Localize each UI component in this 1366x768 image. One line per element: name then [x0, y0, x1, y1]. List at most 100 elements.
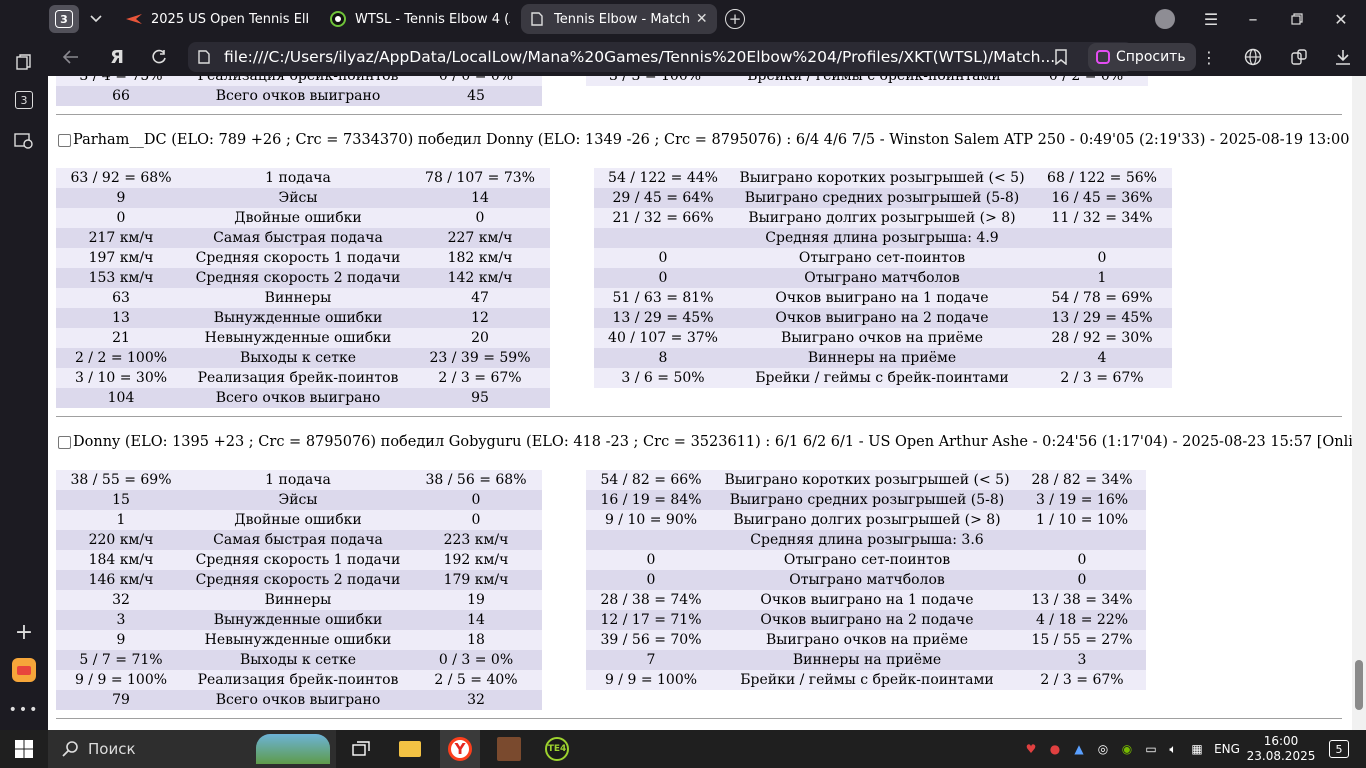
tab-us-open[interactable]: 2025 US Open Tennis Elbo [118, 4, 316, 34]
tab-count-button[interactable]: 3 [49, 5, 79, 33]
restore-icon[interactable] [1284, 5, 1310, 33]
notifications-icon[interactable]: 5 [1324, 730, 1354, 768]
collections-icon[interactable] [12, 50, 36, 74]
clock[interactable]: 16:00 23.08.2025 [1247, 730, 1316, 768]
globe-icon[interactable] [1242, 46, 1264, 68]
table-cell: 54 / 78 = 69% [1032, 288, 1172, 308]
profile-avatar[interactable] [1152, 5, 1178, 33]
table-row: 39 / 56 = 70% Выиграно очков на приёме 15 … [586, 630, 1146, 650]
table-cell: 13 / 29 = 45% [594, 308, 732, 328]
clock-date: 23.08.2025 [1246, 749, 1316, 763]
match-checkbox[interactable] [58, 435, 71, 449]
table-row: 0 Отыграно сет-поинтов 0 [586, 550, 1146, 570]
table-cell: 0 [410, 510, 542, 530]
yandex-browser-icon[interactable]: Y [440, 730, 480, 768]
close-icon[interactable]: ✕ [695, 11, 708, 27]
ask-label: Спросить [1116, 49, 1186, 65]
add-panel-icon[interactable]: + [14, 619, 34, 645]
antivirus-icon[interactable]: ♥ [1025, 742, 1037, 756]
search-placeholder: Поиск [88, 740, 136, 758]
reload-icon[interactable] [148, 46, 170, 68]
table-cell: 0 [594, 268, 732, 288]
network-icon[interactable]: ▦ [1191, 742, 1203, 756]
tab-list-chevron-icon[interactable] [83, 5, 109, 33]
table-row: 184 км/ч Средняя скорость 1 подачи 192 км/… [56, 550, 542, 570]
table-cell: Очков выиграно на 2 подаче [732, 308, 1032, 328]
address-bar[interactable]: file:///C:/Users/ilyaz/AppData/LocalLow/… [188, 42, 1133, 72]
scrollbar-thumb[interactable] [1355, 660, 1363, 710]
table-cell: 0 / 3 = 0% [410, 650, 542, 670]
table-cell: Двойные ошибки [186, 208, 410, 228]
new-tab-button[interactable]: + [722, 5, 748, 33]
table-cell: 13 [56, 308, 186, 328]
download-icon[interactable] [1332, 46, 1354, 68]
tab-match-log[interactable]: Tennis Elbow - Match Lo ✕ [521, 4, 717, 34]
scrollbar[interactable] [1352, 76, 1366, 730]
table-cell: 38 / 56 = 68% [410, 470, 542, 490]
app-tray-icon[interactable]: ▲ [1074, 742, 1084, 756]
table-row: 40 / 107 = 37% Выиграно очков на приёме 28… [594, 328, 1172, 348]
table-cell: 2 / 5 = 40% [410, 670, 542, 690]
match-title: Donny (ELO: 1395 +23 ; Crc = 8795076) по… [73, 434, 1352, 450]
partial-serve-table: 3 / 4 = 75% Реализация брейк-поинтов 0 /… [56, 76, 542, 106]
table-cell: 182 км/ч [410, 248, 550, 268]
nvidia-icon[interactable]: ◉ [1121, 742, 1133, 756]
mail-app-icon[interactable] [12, 658, 36, 682]
table-cell: 227 км/ч [410, 228, 550, 248]
tennis-elbow-app-icon[interactable]: TE4 [540, 730, 574, 768]
table-row: 13 Вынужденные ошибки 12 [56, 308, 550, 328]
table-cell: 40 / 107 = 37% [594, 328, 732, 348]
kebab-menu-icon[interactable]: ⋮ [1201, 47, 1217, 67]
bookmark-icon[interactable] [1050, 46, 1072, 68]
language-indicator[interactable]: ENG [1214, 742, 1240, 756]
close-window-icon[interactable]: ✕ [1334, 9, 1348, 29]
table-cell: 9 / 10 = 90% [586, 510, 716, 530]
table-cell [1032, 228, 1172, 248]
battery-icon[interactable]: ▭ [1145, 742, 1157, 756]
table-cell: Выиграно коротких розыгрышей (< 5) [716, 470, 1018, 490]
table-row: 16 / 19 = 84% Выиграно средних розыгрышей… [586, 490, 1146, 510]
serve-stats-table: 38 / 55 = 69% 1 подача 38 / 56 = 68% 15 Эйсы… [56, 470, 542, 710]
table-row: 9 / 9 = 100% Реализация брейк-поинтов 2 / … [56, 670, 542, 690]
match-checkbox[interactable] [58, 133, 71, 147]
windows-start-icon[interactable] [10, 730, 38, 768]
recording-icon[interactable]: ● [1049, 742, 1061, 756]
table-row: 9 / 9 = 100% Брейки / геймы с брейк-поинт… [586, 670, 1146, 690]
extensions-icon[interactable] [1288, 46, 1310, 68]
tab-title: 2025 US Open Tennis Elbo [151, 11, 308, 27]
task-view-icon[interactable] [346, 730, 376, 768]
file-explorer-icon[interactable] [394, 730, 426, 768]
speaker-icon[interactable]: 🔈︎ [1169, 741, 1177, 756]
back-arrow-icon[interactable] [60, 46, 82, 68]
table-cell: Эйсы [186, 188, 410, 208]
table-row: 3 / 4 = 75% Реализация брейк-поинтов 0 /… [56, 76, 542, 86]
table-cell: 146 км/ч [56, 570, 186, 590]
steam-icon[interactable]: ◎ [1097, 742, 1109, 756]
table-cell: 32 [410, 690, 542, 710]
yandex-logo-icon[interactable]: Я [110, 46, 124, 68]
table-cell: 179 км/ч [410, 570, 542, 590]
table-cell: 197 км/ч [56, 248, 186, 268]
partial-rally-table: 3 / 3 = 100% Брейки / геймы с брейк-поин… [586, 76, 1148, 86]
table-row: 21 Невынужденные ошибки 20 [56, 328, 550, 348]
taskbar-search[interactable]: Поиск [48, 730, 336, 768]
avatar-icon [1155, 9, 1175, 29]
table-cell: 192 км/ч [410, 550, 542, 570]
table-cell: Виннеры [186, 288, 410, 308]
minimize-icon[interactable]: – [1248, 8, 1258, 30]
table-cell: 54 / 82 = 66% [586, 470, 716, 490]
table-cell: Средняя скорость 2 подачи [186, 268, 410, 288]
table-cell: 63 / 92 = 68% [56, 168, 186, 188]
table-row: 79 Всего очков выиграно 32 [56, 690, 542, 710]
tab-wtsl[interactable]: WTSL - Tennis Elbow 4 (AT [322, 4, 518, 34]
menu-icon[interactable]: ☰ [1203, 9, 1219, 29]
plus-icon: + [725, 9, 745, 29]
table-cell: 9 / 9 = 100% [56, 670, 186, 690]
table-row: 54 / 82 = 66% Выиграно коротких розыгрыше… [586, 470, 1146, 490]
ask-button[interactable]: Спросить [1088, 43, 1196, 71]
table-cell: 66 [56, 86, 186, 106]
game-app-icon[interactable] [492, 730, 526, 768]
more-icon[interactable]: ••• [8, 702, 40, 718]
screenshot-icon[interactable] [12, 128, 36, 152]
tabs-counter-icon[interactable]: 3 [12, 88, 36, 112]
